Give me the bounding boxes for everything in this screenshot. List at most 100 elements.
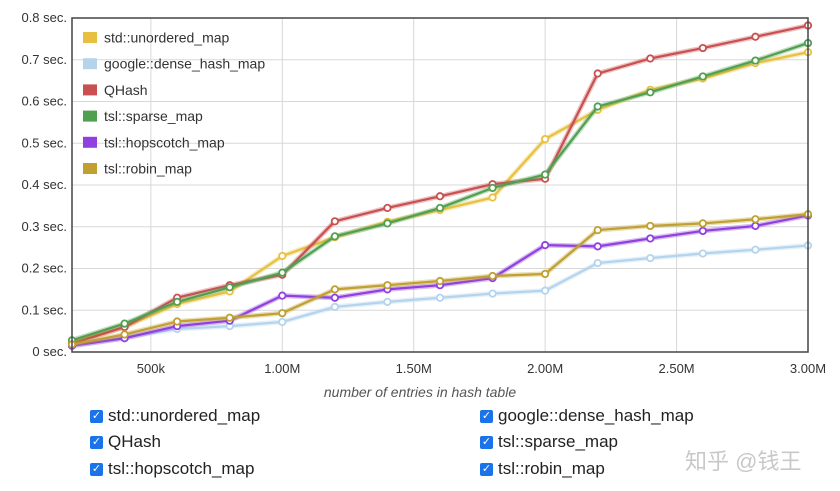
data-point xyxy=(593,242,602,251)
legend-swatch xyxy=(83,163,97,174)
x-tick-label: 1.50M xyxy=(396,361,432,376)
data-point xyxy=(646,234,655,243)
data-point xyxy=(278,251,287,261)
data-point xyxy=(278,291,287,300)
legend-label: QHash xyxy=(104,82,148,98)
data-point xyxy=(646,54,655,63)
data-point xyxy=(698,43,707,53)
toggle-label: tsl::hopscotch_map xyxy=(108,459,255,478)
series-3 xyxy=(67,38,813,345)
data-point xyxy=(541,170,550,179)
x-axis-ticks: 500k 1.00M 1.50M 2.00M 2.50M 3.00M xyxy=(137,361,826,376)
data-point xyxy=(330,302,339,312)
data-point xyxy=(646,253,655,263)
data-point xyxy=(120,319,129,328)
line-chart: 0 sec. 0.1 sec. 0.2 sec. 0.3 sec. 0.4 sec. 0.… xyxy=(21,10,826,400)
data-point xyxy=(383,203,392,213)
legend: std::unordered_mapgoogle::dense_hash_map… xyxy=(83,30,265,177)
toggle-tsl-hopscotch-map[interactable]: ✓ tsl::hopscotch_map xyxy=(90,459,254,479)
data-point xyxy=(120,330,129,339)
data-point xyxy=(435,203,445,213)
legend-swatch xyxy=(83,110,97,122)
data-point xyxy=(541,286,550,295)
checkbox-checked-icon[interactable]: ✓ xyxy=(90,435,103,449)
y-tick-label: 0.8 sec. xyxy=(21,10,67,25)
toggle-google-dense-hash-map[interactable]: ✓ google::dense_hash_map xyxy=(480,406,694,426)
legend-swatch xyxy=(83,136,97,148)
data-point xyxy=(330,285,339,294)
x-tick-label: 500k xyxy=(137,361,166,376)
watermark: 知乎 @钱王 xyxy=(685,449,802,474)
checkbox-checked-icon[interactable]: ✓ xyxy=(480,435,493,449)
data-point xyxy=(751,221,760,231)
y-tick-label: 0.1 sec. xyxy=(21,302,67,317)
toggle-tsl-sparse-map[interactable]: ✓ tsl::sparse_map xyxy=(480,432,618,452)
toggle-qhash[interactable]: ✓ QHash xyxy=(90,432,161,452)
x-tick-label: 2.00M xyxy=(527,361,563,376)
data-point xyxy=(698,249,707,258)
toggle-label: tsl::robin_map xyxy=(498,459,605,478)
toggle-label: google::dense_hash_map xyxy=(498,406,694,425)
toggle-label: std::unordered_map xyxy=(108,406,261,425)
x-axis-label: number of entries in hash table xyxy=(324,384,516,400)
checkbox-checked-icon[interactable]: ✓ xyxy=(480,462,493,476)
data-point xyxy=(330,232,339,241)
legend-swatch xyxy=(83,84,97,96)
x-tick-label: 2.50M xyxy=(659,361,695,376)
toggle-tsl-robin-map[interactable]: ✓ tsl::robin_map xyxy=(480,459,605,479)
toggle-label: tsl::sparse_map xyxy=(498,432,618,451)
data-point xyxy=(278,268,287,277)
data-point xyxy=(541,134,550,144)
data-point xyxy=(751,245,760,254)
legend-label: google::dense_hash_map xyxy=(104,56,265,72)
y-tick-label: 0.3 sec. xyxy=(21,219,67,234)
data-point xyxy=(173,317,182,326)
data-point xyxy=(383,281,392,290)
data-point xyxy=(435,293,445,302)
data-point xyxy=(541,241,550,250)
data-point xyxy=(488,183,497,193)
data-point xyxy=(278,317,287,327)
y-tick-label: 0.2 sec. xyxy=(21,261,67,276)
y-tick-label: 0 sec. xyxy=(32,344,67,359)
legend-swatch xyxy=(83,32,97,43)
data-point xyxy=(488,193,497,202)
data-point xyxy=(488,271,497,281)
data-point xyxy=(330,293,339,302)
data-point xyxy=(698,219,707,228)
checkbox-checked-icon[interactable]: ✓ xyxy=(90,462,103,476)
data-point xyxy=(646,221,655,231)
legend-label: tsl::robin_map xyxy=(104,161,192,177)
data-point xyxy=(435,276,445,286)
series-1 xyxy=(67,241,813,350)
data-point xyxy=(541,269,550,279)
x-tick-label: 1.00M xyxy=(264,361,300,376)
data-point xyxy=(593,102,602,111)
data-point xyxy=(751,215,760,224)
series-toggle-panel: ✓ std::unordered_map ✓ google::dense_has… xyxy=(0,400,840,491)
checkbox-checked-icon[interactable]: ✓ xyxy=(90,409,103,423)
data-point xyxy=(278,309,287,318)
plot-frame xyxy=(71,17,809,353)
data-point xyxy=(383,219,392,228)
data-point xyxy=(593,258,602,268)
toggle-std-unordered-map[interactable]: ✓ std::unordered_map xyxy=(90,406,260,426)
data-point xyxy=(330,217,339,226)
series-layer xyxy=(67,21,813,350)
checkbox-checked-icon[interactable]: ✓ xyxy=(480,409,493,423)
series-5 xyxy=(67,210,813,349)
data-point xyxy=(488,289,497,298)
legend-swatch xyxy=(83,58,97,70)
data-point xyxy=(698,72,707,81)
y-tick-label: 0.7 sec. xyxy=(21,52,67,67)
data-point xyxy=(225,283,234,292)
toggle-label: QHash xyxy=(108,432,161,451)
data-point xyxy=(751,32,760,41)
data-point xyxy=(593,225,602,235)
legend-label: std::unordered_map xyxy=(104,30,230,46)
data-point xyxy=(435,192,445,201)
y-tick-label: 0.6 sec. xyxy=(21,94,67,109)
y-tick-label: 0.4 sec. xyxy=(21,177,67,192)
data-point xyxy=(173,297,182,306)
series-4 xyxy=(67,211,813,350)
